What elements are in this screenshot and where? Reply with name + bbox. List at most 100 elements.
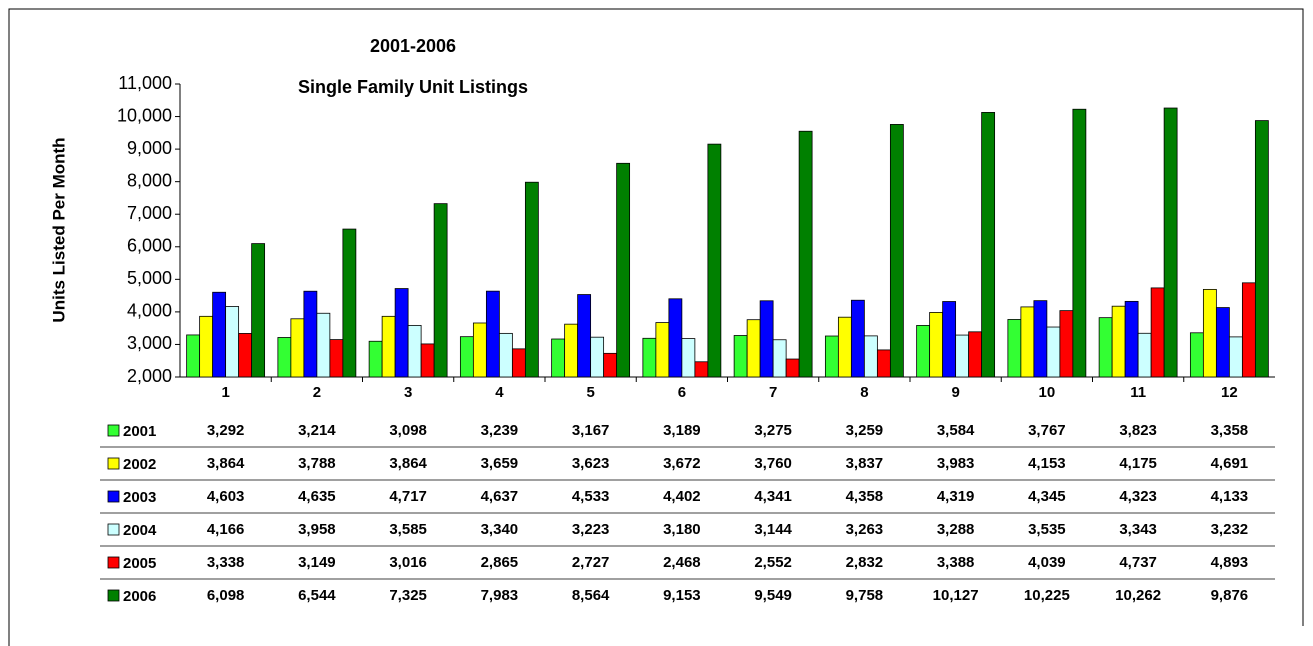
data-table-value: 2,727 bbox=[572, 554, 610, 571]
bar bbox=[668, 298, 683, 378]
data-table-value: 3,144 bbox=[754, 521, 792, 538]
data-table-value: 2,832 bbox=[846, 554, 884, 571]
bar bbox=[1241, 282, 1256, 378]
legend-key bbox=[107, 556, 120, 569]
data-table-value: 4,319 bbox=[937, 488, 975, 505]
chart-subtitle: Single Family Unit Listings bbox=[298, 77, 528, 97]
bar bbox=[1150, 287, 1165, 378]
data-table-value: 3,584 bbox=[937, 422, 975, 439]
data-table-value: 3,958 bbox=[298, 521, 336, 538]
data-table-value: 4,345 bbox=[1028, 488, 1066, 505]
y-tick-label: 9,000 bbox=[127, 138, 172, 158]
x-tick-label: 2 bbox=[313, 384, 321, 401]
data-table-value: 4,691 bbox=[1211, 455, 1249, 472]
bar bbox=[1254, 120, 1269, 378]
legend-label: 2003 bbox=[123, 489, 156, 506]
data-table-value: 9,549 bbox=[754, 587, 792, 604]
data-table-value: 10,225 bbox=[1024, 587, 1070, 604]
x-tick-label: 4 bbox=[495, 384, 504, 401]
bar bbox=[459, 336, 474, 378]
bar bbox=[1007, 319, 1022, 378]
bar bbox=[1124, 300, 1139, 378]
data-table-value: 4,175 bbox=[1119, 455, 1157, 472]
data-table-value: 4,323 bbox=[1119, 488, 1157, 505]
x-tick-label: 5 bbox=[586, 384, 594, 401]
data-table-value: 3,214 bbox=[298, 422, 336, 439]
y-tick-label: 10,000 bbox=[117, 105, 172, 125]
data-table-value: 3,275 bbox=[754, 422, 792, 439]
y-tick-label: 7,000 bbox=[127, 203, 172, 223]
data-table-value: 3,788 bbox=[298, 455, 336, 472]
bar bbox=[420, 343, 435, 378]
bar bbox=[524, 181, 539, 378]
bar bbox=[1020, 306, 1035, 378]
data-table-value: 3,223 bbox=[572, 521, 610, 538]
bar bbox=[981, 112, 996, 378]
legend-key bbox=[107, 490, 120, 503]
data-table-value: 3,263 bbox=[846, 521, 884, 538]
legend-label: 2001 bbox=[123, 423, 156, 440]
bar bbox=[1059, 310, 1074, 378]
bar bbox=[186, 334, 201, 378]
bar bbox=[616, 162, 631, 378]
legend-key bbox=[107, 523, 120, 536]
bar bbox=[642, 337, 657, 378]
bar bbox=[329, 339, 344, 378]
y-tick-label: 2,000 bbox=[127, 366, 172, 386]
y-tick-label: 8,000 bbox=[127, 170, 172, 190]
data-table-value: 3,535 bbox=[1028, 521, 1066, 538]
bar bbox=[772, 339, 787, 378]
data-table-value: 9,758 bbox=[846, 587, 884, 604]
bar bbox=[759, 300, 774, 378]
chart-frame bbox=[8, 8, 1304, 646]
data-table-value: 3,358 bbox=[1211, 422, 1249, 439]
bar bbox=[1215, 307, 1230, 378]
data-table-value: 3,167 bbox=[572, 422, 610, 439]
data-table-value: 3,340 bbox=[481, 521, 519, 538]
data-table-value: 3,864 bbox=[389, 455, 427, 472]
bar bbox=[290, 318, 305, 378]
y-tick-label: 6,000 bbox=[127, 236, 172, 256]
y-tick-label: 5,000 bbox=[127, 268, 172, 288]
y-tick-label: 3,000 bbox=[127, 333, 172, 353]
data-table-value: 4,893 bbox=[1211, 554, 1249, 571]
data-table-value: 2,468 bbox=[663, 554, 701, 571]
bar bbox=[1072, 108, 1087, 378]
bar bbox=[251, 243, 266, 378]
data-table-value: 4,637 bbox=[481, 488, 519, 505]
bar bbox=[603, 352, 618, 378]
data-table-value: 3,232 bbox=[1211, 521, 1249, 538]
data-table-value: 3,338 bbox=[207, 554, 245, 571]
data-table-value: 3,189 bbox=[663, 422, 701, 439]
data-table-value: 9,153 bbox=[663, 587, 701, 604]
bar bbox=[472, 322, 487, 378]
bar bbox=[316, 312, 331, 378]
data-table-value: 3,760 bbox=[754, 455, 792, 472]
data-table-value: 4,635 bbox=[298, 488, 336, 505]
bar bbox=[955, 334, 970, 378]
x-tick-label: 1 bbox=[221, 384, 229, 401]
data-table-value: 6,098 bbox=[207, 587, 245, 604]
data-table-value: 3,585 bbox=[389, 521, 427, 538]
y-tick-label: 11,000 bbox=[118, 73, 172, 93]
bar bbox=[798, 130, 813, 378]
data-table-value: 3,864 bbox=[207, 455, 245, 472]
data-table-value: 3,343 bbox=[1119, 521, 1157, 538]
data-table-value: 7,983 bbox=[481, 587, 519, 604]
data-table-value: 3,098 bbox=[389, 422, 427, 439]
data-table-value: 3,016 bbox=[389, 554, 427, 571]
bar bbox=[368, 340, 383, 378]
bar bbox=[511, 348, 526, 378]
bar bbox=[238, 333, 253, 378]
bar bbox=[1033, 300, 1048, 378]
bar bbox=[225, 306, 240, 378]
data-table-value: 3,388 bbox=[937, 554, 975, 571]
data-table-value: 4,153 bbox=[1028, 455, 1066, 472]
data-table-value: 3,672 bbox=[663, 455, 701, 472]
bar bbox=[929, 312, 944, 378]
data-table-value: 10,127 bbox=[933, 587, 979, 604]
bar bbox=[277, 337, 292, 378]
data-table-value: 4,603 bbox=[207, 488, 245, 505]
bar bbox=[551, 338, 566, 378]
